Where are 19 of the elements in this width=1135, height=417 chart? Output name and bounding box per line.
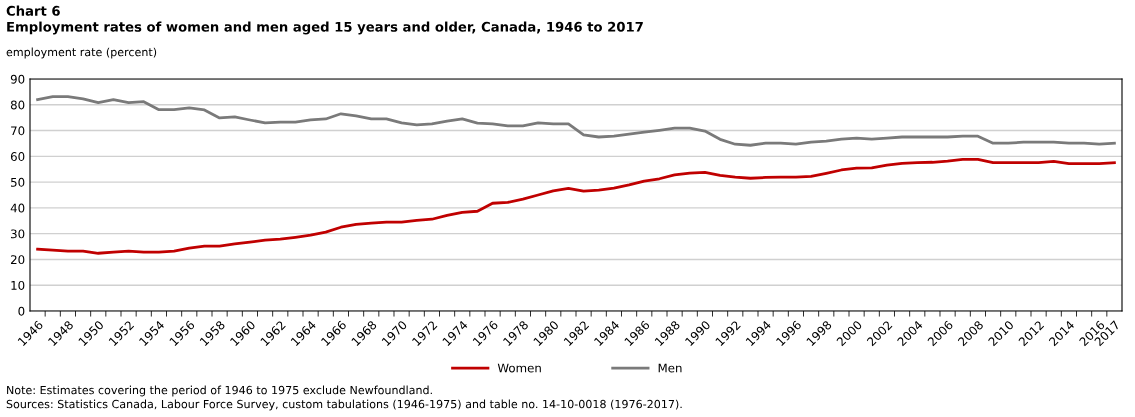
- line-series: [36, 158, 1116, 255]
- y-tick-label: 80: [10, 100, 25, 110]
- y-tick-label: 70: [11, 126, 25, 136]
- y-axis-title: employment rate (percent): [6, 47, 157, 59]
- y-tick-label: 90: [10, 74, 25, 84]
- y-tick-label: 60: [10, 152, 25, 161]
- chart-title: Chart 6: [6, 5, 60, 16]
- line-series: [36, 95, 1116, 147]
- chart-subtitle: Employment rates of women and men aged 15 years and older, Canada, 1946 to 2017: [7, 21, 643, 35]
- y-tick-label: 20: [10, 255, 25, 265]
- y-tick-label: 10: [11, 280, 25, 290]
- y-tick-label: 40: [10, 203, 25, 213]
- legend-label: Men: [658, 363, 682, 373]
- text: Note: Estimates covering the period of 1946 to 1975 exclude Newfoundland.: [7, 385, 432, 397]
- y-tick-label: 30: [11, 229, 25, 239]
- y-tick-label: 50: [11, 177, 25, 187]
- source-note: Sources: Statistics Canada, Labour Force Survey, custom tabulations (1946-1975) and table no. 14-10-0018 (1976-2017).: [6, 399, 682, 411]
- legend-label: Women: [497, 363, 541, 373]
- y-tick-label: 0: [18, 306, 25, 316]
